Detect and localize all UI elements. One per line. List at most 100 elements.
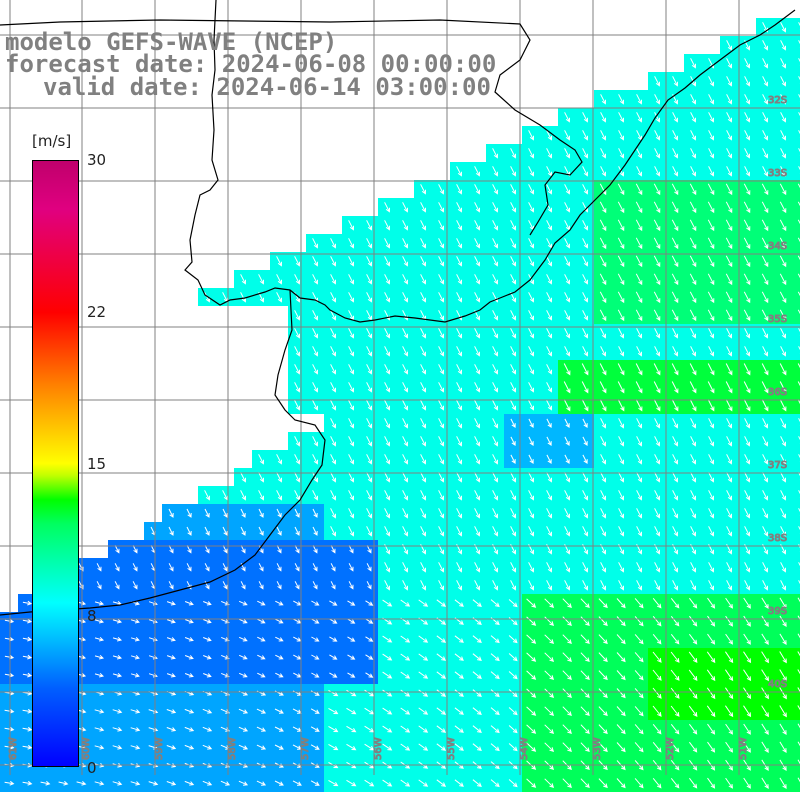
wind-arrow bbox=[634, 724, 644, 735]
wind-arrow bbox=[402, 454, 408, 465]
wind-arrow bbox=[617, 291, 625, 304]
wind-arrow bbox=[797, 363, 800, 369]
wind-arrow bbox=[582, 184, 588, 195]
wind-arrow bbox=[690, 472, 696, 483]
wind-arrow bbox=[654, 130, 660, 141]
wind-arrow bbox=[743, 219, 751, 232]
wind-arrow bbox=[329, 672, 338, 678]
wind-arrow bbox=[671, 291, 679, 304]
wind-arrow bbox=[762, 562, 768, 573]
wind-arrow bbox=[365, 654, 374, 660]
wind-arrow bbox=[564, 238, 570, 249]
wind-arrow bbox=[546, 436, 552, 447]
wind-cell bbox=[792, 522, 800, 540]
wind-arrow bbox=[544, 742, 555, 752]
wind-arrow bbox=[402, 220, 408, 231]
wind-arrow bbox=[418, 689, 429, 697]
wind-arrow bbox=[492, 382, 498, 393]
wind-arrow bbox=[366, 526, 372, 537]
wind-arrow bbox=[402, 436, 408, 447]
wind-arrow bbox=[402, 256, 408, 267]
wind-arrow bbox=[780, 58, 786, 69]
wind-arrow bbox=[654, 580, 660, 591]
wind-arrow bbox=[671, 237, 679, 250]
lon-label: 53W bbox=[592, 737, 603, 760]
wind-arrow bbox=[636, 454, 642, 465]
wind-arrow bbox=[618, 436, 624, 447]
wind-arrow bbox=[780, 580, 786, 591]
wind-arrow bbox=[761, 219, 769, 232]
wind-arrow bbox=[634, 778, 644, 789]
wind-arrow bbox=[184, 655, 194, 660]
wind-arrow bbox=[672, 148, 678, 159]
wind-cell bbox=[792, 180, 800, 198]
wind-arrow bbox=[472, 599, 482, 607]
wind-arrow bbox=[400, 725, 411, 733]
wind-arrow bbox=[652, 633, 662, 645]
wind-arrow bbox=[348, 472, 354, 483]
wind-arrow bbox=[184, 673, 194, 678]
wind-arrow bbox=[798, 436, 800, 444]
wind-arrow bbox=[436, 779, 447, 787]
wind-arrow bbox=[725, 741, 733, 753]
wind-arrow bbox=[510, 400, 516, 411]
wind-arrow bbox=[456, 400, 462, 411]
wind-arrow bbox=[546, 292, 552, 303]
wind-arrow bbox=[616, 616, 626, 627]
wind-arrow bbox=[330, 581, 336, 590]
wind-arrow bbox=[472, 725, 482, 733]
wind-cell bbox=[792, 144, 800, 162]
wind-arrow bbox=[312, 508, 318, 518]
wind-arrow bbox=[598, 598, 608, 609]
wind-arrow bbox=[384, 256, 390, 267]
wind-arrow bbox=[635, 183, 643, 196]
wind-arrow bbox=[490, 689, 500, 698]
coastline-uruguay bbox=[0, 19, 583, 236]
wind-arrow bbox=[544, 670, 555, 680]
wind-arrow bbox=[258, 563, 264, 572]
wind-cell bbox=[792, 342, 800, 360]
wind-arrow bbox=[238, 654, 248, 660]
wind-arrow bbox=[166, 745, 177, 750]
wind-arrow bbox=[690, 328, 696, 339]
lon-label: 54W bbox=[519, 737, 530, 760]
wind-arrow bbox=[76, 781, 87, 786]
wind-arrow bbox=[402, 580, 408, 591]
wind-arrow bbox=[400, 707, 411, 715]
wind-arrow bbox=[690, 112, 696, 123]
wind-cell bbox=[792, 396, 800, 414]
wind-arrow bbox=[329, 636, 338, 642]
wind-arrow bbox=[743, 651, 752, 664]
wind-arrow bbox=[797, 273, 800, 279]
lon-label: 61W bbox=[8, 737, 19, 760]
wind-arrow bbox=[564, 130, 570, 141]
wind-arrow bbox=[346, 707, 357, 715]
wind-arrow bbox=[438, 238, 444, 249]
wind-arrow bbox=[744, 580, 750, 591]
wind-arrow bbox=[492, 328, 498, 339]
wind-arrow bbox=[382, 725, 393, 733]
coastline bbox=[184, 0, 796, 323]
wind-arrow bbox=[420, 202, 426, 213]
wind-arrow bbox=[564, 310, 570, 321]
wind-cell bbox=[792, 630, 800, 648]
wind-arrow bbox=[761, 273, 769, 286]
wind-arrow bbox=[330, 436, 336, 447]
wind-arrow bbox=[798, 76, 800, 84]
wind-arrow bbox=[564, 184, 570, 195]
wind-arrow bbox=[798, 562, 800, 570]
wind-arrow bbox=[653, 201, 661, 214]
wind-arrow bbox=[526, 706, 537, 716]
wind-arrow bbox=[472, 653, 482, 661]
wind-arrow bbox=[564, 562, 570, 573]
wind-arrow bbox=[348, 436, 354, 447]
wind-arrow bbox=[384, 364, 390, 375]
wind-arrow bbox=[564, 418, 570, 429]
wind-arrow bbox=[726, 58, 732, 69]
wind-arrow bbox=[689, 291, 697, 304]
wind-arrow bbox=[636, 436, 642, 447]
wind-arrow bbox=[258, 454, 264, 465]
wind-arrow bbox=[744, 328, 750, 339]
wind-arrow bbox=[779, 777, 787, 789]
wind-arrow bbox=[257, 636, 266, 642]
